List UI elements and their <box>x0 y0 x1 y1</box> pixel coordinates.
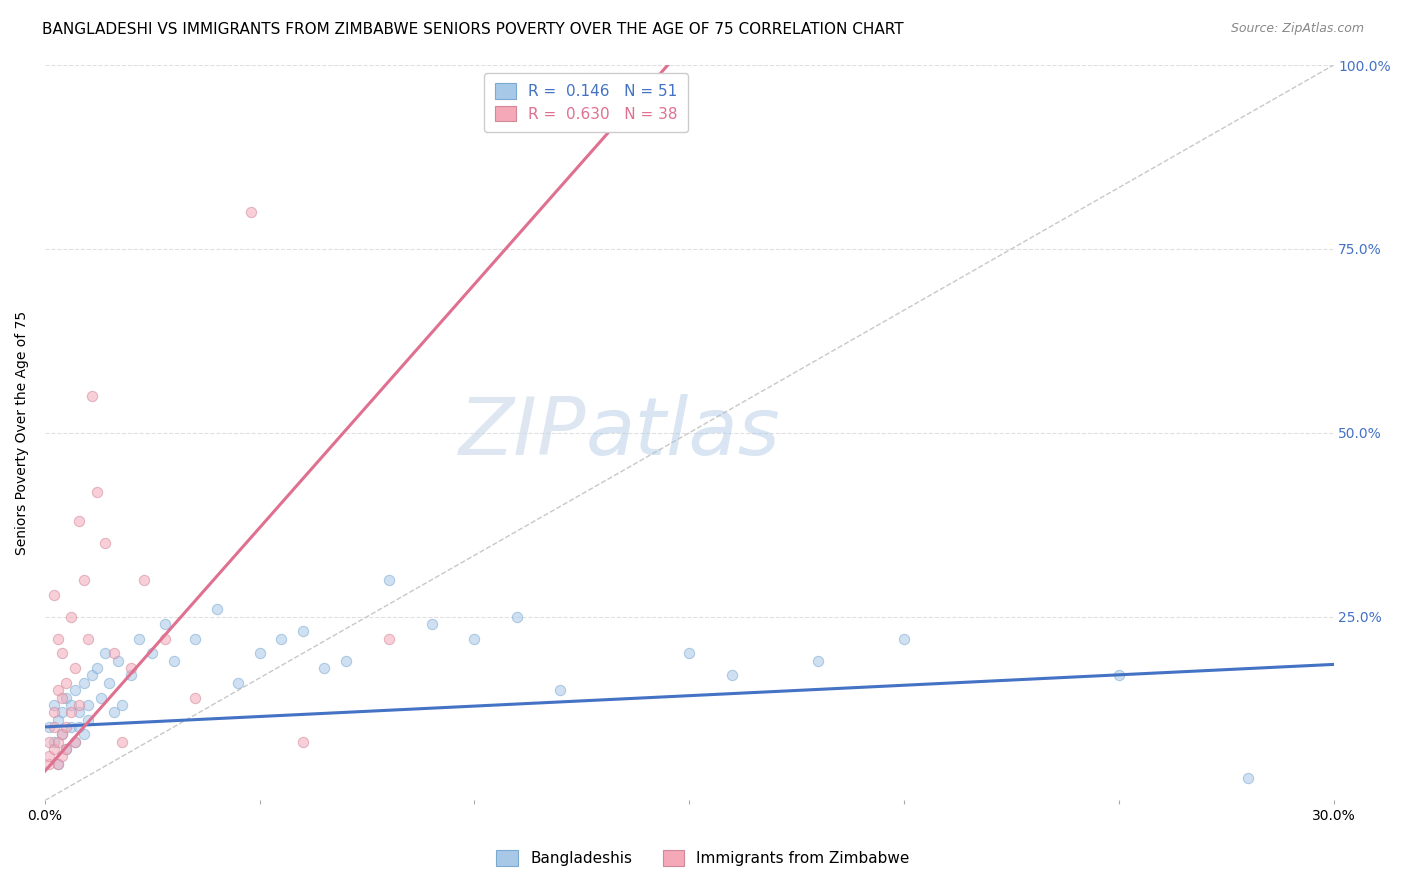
Point <box>42 742 65 756</box>
Point <box>128 632 150 646</box>
Point <box>46 683 69 698</box>
Point <box>111 698 134 712</box>
Point <box>141 646 163 660</box>
Point <box>72 675 94 690</box>
Point <box>46 756 69 771</box>
Point <box>55 742 77 756</box>
Point <box>42 588 65 602</box>
Point <box>63 661 86 675</box>
Point <box>291 624 314 639</box>
Point <box>51 727 73 741</box>
Point <box>42 734 65 748</box>
Point <box>86 661 108 675</box>
Text: Source: ZipAtlas.com: Source: ZipAtlas.com <box>1230 22 1364 36</box>
Y-axis label: Seniors Poverty Over the Age of 75: Seniors Poverty Over the Age of 75 <box>15 310 30 555</box>
Point <box>67 705 90 719</box>
Point <box>51 646 73 660</box>
Point <box>38 756 60 771</box>
Point <box>377 573 399 587</box>
Point <box>270 632 292 646</box>
Point <box>51 705 73 719</box>
Point <box>59 705 82 719</box>
Point <box>90 690 112 705</box>
Point <box>94 536 117 550</box>
Point <box>463 632 485 646</box>
Point <box>46 632 69 646</box>
Point <box>103 705 125 719</box>
Point <box>678 646 700 660</box>
Point <box>893 632 915 646</box>
Point <box>77 713 100 727</box>
Point <box>184 690 207 705</box>
Point <box>184 632 207 646</box>
Point <box>63 683 86 698</box>
Point <box>205 602 228 616</box>
Point <box>86 484 108 499</box>
Point <box>1236 772 1258 786</box>
Point <box>51 727 73 741</box>
Point <box>721 668 744 682</box>
Point <box>132 573 155 587</box>
Legend: R =  0.146   N = 51, R =  0.630   N = 38: R = 0.146 N = 51, R = 0.630 N = 38 <box>484 73 689 132</box>
Point <box>55 675 77 690</box>
Point <box>67 514 90 528</box>
Point <box>1108 668 1130 682</box>
Point <box>55 690 77 705</box>
Point <box>72 573 94 587</box>
Point <box>335 654 357 668</box>
Point <box>67 720 90 734</box>
Point <box>42 720 65 734</box>
Point <box>59 698 82 712</box>
Point <box>94 646 117 660</box>
Point <box>72 727 94 741</box>
Point <box>807 654 830 668</box>
Point <box>63 734 86 748</box>
Point <box>111 734 134 748</box>
Point <box>120 668 142 682</box>
Text: ZIP: ZIP <box>458 393 586 472</box>
Point <box>550 683 572 698</box>
Point <box>377 632 399 646</box>
Point <box>51 690 73 705</box>
Point <box>38 749 60 764</box>
Point <box>59 609 82 624</box>
Point <box>67 698 90 712</box>
Legend: Bangladeshis, Immigrants from Zimbabwe: Bangladeshis, Immigrants from Zimbabwe <box>488 841 918 875</box>
Point <box>55 720 77 734</box>
Point <box>51 749 73 764</box>
Point <box>82 389 104 403</box>
Point <box>120 661 142 675</box>
Text: BANGLADESHI VS IMMIGRANTS FROM ZIMBABWE SENIORS POVERTY OVER THE AGE OF 75 CORRE: BANGLADESHI VS IMMIGRANTS FROM ZIMBABWE … <box>42 22 904 37</box>
Point <box>107 654 129 668</box>
Point <box>38 734 60 748</box>
Point <box>63 734 86 748</box>
Text: atlas: atlas <box>586 393 780 472</box>
Point <box>506 609 529 624</box>
Point <box>155 632 177 646</box>
Point <box>42 705 65 719</box>
Point <box>155 617 177 632</box>
Point <box>249 646 271 660</box>
Point <box>98 675 121 690</box>
Point <box>291 734 314 748</box>
Point <box>103 646 125 660</box>
Point <box>163 654 186 668</box>
Point <box>59 720 82 734</box>
Point <box>240 205 263 219</box>
Point <box>46 734 69 748</box>
Point <box>77 698 100 712</box>
Point <box>46 713 69 727</box>
Point <box>46 756 69 771</box>
Point <box>226 675 249 690</box>
Point <box>420 617 443 632</box>
Point <box>42 698 65 712</box>
Point <box>77 632 100 646</box>
Point <box>314 661 336 675</box>
Point <box>38 720 60 734</box>
Point <box>55 742 77 756</box>
Point <box>82 668 104 682</box>
